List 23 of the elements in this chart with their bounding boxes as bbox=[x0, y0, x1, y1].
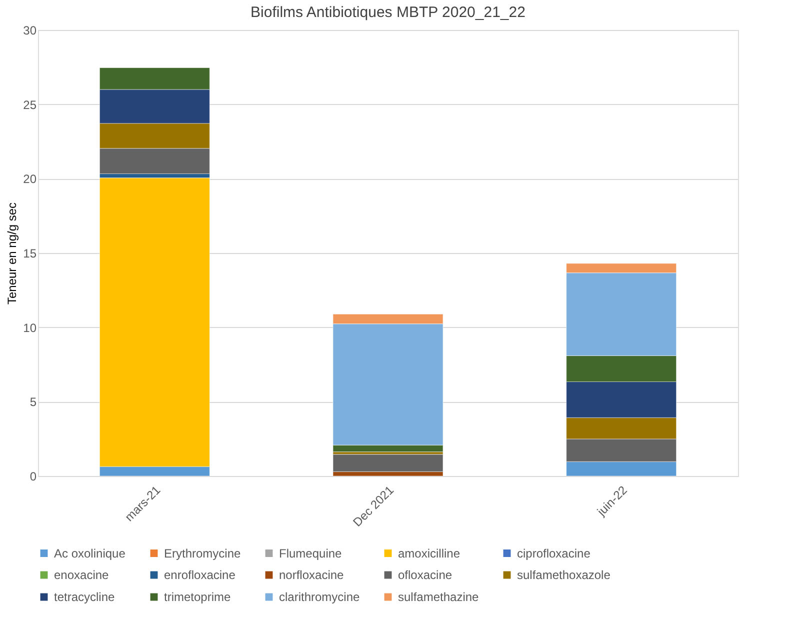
legend-label: enrofloxacine bbox=[164, 568, 236, 582]
y-tick-label: 5 bbox=[30, 395, 37, 410]
legend-label: tetracycline bbox=[54, 590, 116, 604]
legend-label: ciprofloxacine bbox=[517, 546, 591, 560]
y-tick-label: 20 bbox=[23, 172, 37, 186]
y-tick-label: 15 bbox=[23, 246, 37, 260]
legend-label: trimetoprime bbox=[164, 590, 232, 604]
y-tick-label: 25 bbox=[23, 98, 37, 112]
legend-label: Flumequine bbox=[279, 546, 342, 560]
y-tick-label: 30 bbox=[23, 24, 37, 38]
legend-label: Ac oxolinique bbox=[54, 546, 126, 560]
y-tick-label: 10 bbox=[23, 320, 37, 335]
legend-label: ofloxacine bbox=[398, 568, 452, 582]
y-tick-label: 0 bbox=[30, 470, 37, 484]
legend-label: Erythromycine bbox=[164, 546, 242, 560]
legend-label: clarithromycine bbox=[279, 590, 360, 604]
chart-title: Biofilms Antibiotiques MBTP 2020_21_22 bbox=[250, 4, 526, 21]
legend-label: enoxacine bbox=[54, 568, 110, 582]
legend-label: amoxicilline bbox=[398, 546, 460, 560]
legend-label: norfloxacine bbox=[279, 568, 344, 582]
legend-label: sulfamethazine bbox=[398, 590, 480, 604]
legend-label: sulfamethoxazole bbox=[517, 568, 611, 582]
y-axis-title: Teneur en ng/g sec bbox=[5, 202, 20, 305]
